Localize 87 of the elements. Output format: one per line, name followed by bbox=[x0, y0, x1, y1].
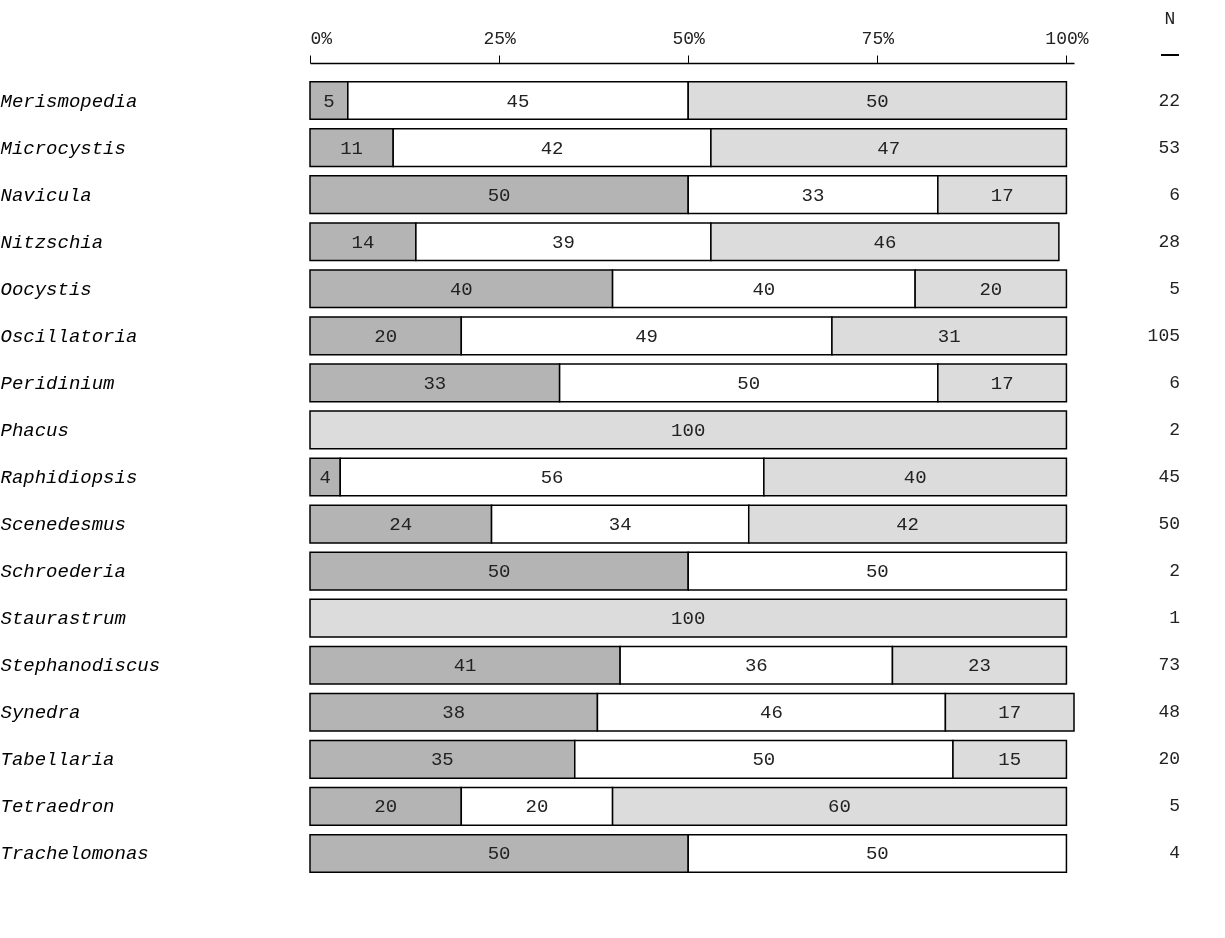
text: 50 bbox=[1158, 514, 1180, 535]
text: 53 bbox=[1158, 137, 1180, 158]
y-tick-label: Staurastrum bbox=[0, 608, 126, 631]
data-label: 35 bbox=[430, 749, 454, 772]
y-tick-label: Merismopedia bbox=[0, 90, 138, 113]
data-label: 14 bbox=[351, 231, 375, 254]
data-label: 56 bbox=[540, 467, 564, 489]
data-label: 42 bbox=[896, 514, 919, 537]
data-label: 20 bbox=[979, 278, 1003, 301]
data-label: 17 bbox=[990, 372, 1014, 395]
data-label: 39 bbox=[552, 231, 575, 254]
y-tick-label: Stephanodiscus bbox=[0, 655, 161, 678]
data-label: 31 bbox=[937, 325, 961, 348]
y-tick-label: Navicula bbox=[0, 184, 92, 207]
text: 105 bbox=[1147, 325, 1180, 346]
text: 48 bbox=[1158, 702, 1180, 723]
text: 22 bbox=[1158, 90, 1180, 111]
data-label: 40 bbox=[903, 467, 927, 489]
data-label: 46 bbox=[760, 702, 783, 725]
y-tick-label: Tabellaria bbox=[0, 749, 115, 772]
data-label: 41 bbox=[453, 655, 477, 678]
text: 20 bbox=[1158, 749, 1180, 770]
data-label: 49 bbox=[635, 325, 659, 348]
text: N bbox=[1164, 9, 1176, 29]
y-tick-label: Phacus bbox=[0, 419, 69, 442]
bar bbox=[309, 410, 1068, 450]
y-tick-label: Scenedesmus bbox=[0, 514, 126, 537]
y-tick-label: Tetraedron bbox=[0, 796, 115, 819]
data-label: 24 bbox=[389, 514, 413, 537]
bar bbox=[309, 598, 1068, 638]
text: 73 bbox=[1158, 655, 1180, 676]
text: 4 bbox=[1169, 843, 1180, 864]
y-tick-label: Trachelomonas bbox=[0, 843, 149, 866]
text: 5 bbox=[1169, 278, 1180, 299]
data-label: 17 bbox=[990, 184, 1014, 207]
y-tick-label: Microcystis bbox=[0, 137, 126, 160]
data-label: 36 bbox=[744, 655, 768, 678]
data-label: 20 bbox=[374, 325, 398, 348]
data-label: 42 bbox=[540, 137, 564, 160]
x-tick-label: 75% bbox=[861, 28, 895, 49]
data-label: 50 bbox=[865, 90, 889, 113]
x-tick-label: 100% bbox=[1045, 28, 1089, 49]
data-label: 40 bbox=[449, 278, 473, 301]
y-tick-label: Oocystis bbox=[0, 278, 92, 301]
x-tick-label: 0% bbox=[310, 28, 333, 49]
data-label: 100 bbox=[671, 608, 706, 631]
data-label: 15 bbox=[998, 749, 1022, 772]
data-label: 40 bbox=[752, 278, 776, 301]
data-label: 33 bbox=[423, 372, 447, 395]
data-label: 50 bbox=[865, 561, 889, 584]
x-tick-label: 25% bbox=[483, 28, 517, 49]
data-label: 50 bbox=[737, 372, 761, 395]
data-label: 11 bbox=[340, 137, 364, 160]
data-label: 20 bbox=[374, 796, 398, 819]
y-tick-label: Peridinium bbox=[0, 372, 115, 395]
data-label: 50 bbox=[487, 843, 511, 866]
data-label: 23 bbox=[968, 655, 991, 678]
text: 5 bbox=[1169, 796, 1180, 817]
text: 1 bbox=[1169, 608, 1180, 629]
text: 2 bbox=[1169, 419, 1180, 440]
data-label: 20 bbox=[525, 796, 549, 819]
data-label: 50 bbox=[752, 749, 776, 772]
data-label: 34 bbox=[608, 514, 632, 537]
data-label: 33 bbox=[801, 184, 825, 207]
data-label: 60 bbox=[828, 796, 851, 819]
data-label: 5 bbox=[323, 90, 335, 113]
data-label: 4 bbox=[319, 467, 331, 489]
text: 45 bbox=[1158, 467, 1180, 487]
text: 6 bbox=[1169, 372, 1180, 393]
text: 28 bbox=[1158, 231, 1180, 252]
data-label: 50 bbox=[487, 561, 511, 584]
x-tick-label: 50% bbox=[672, 28, 706, 49]
data-label: 45 bbox=[506, 90, 530, 113]
data-label: 17 bbox=[998, 702, 1022, 725]
y-tick-label: Oscillatoria bbox=[0, 325, 138, 348]
data-label: 100 bbox=[671, 419, 706, 442]
data-label: 38 bbox=[442, 702, 466, 725]
y-tick-label: Schroederia bbox=[0, 561, 126, 584]
y-tick-label: Synedra bbox=[0, 702, 81, 725]
data-label: 46 bbox=[873, 231, 897, 254]
data-label: 50 bbox=[487, 184, 511, 207]
text: 2 bbox=[1169, 561, 1180, 582]
data-label: 50 bbox=[865, 843, 889, 866]
text: 6 bbox=[1169, 184, 1180, 205]
y-tick-label: Raphidiopsis bbox=[0, 467, 138, 489]
y-tick-label: Nitzschia bbox=[0, 231, 104, 254]
data-label: 47 bbox=[877, 137, 901, 160]
